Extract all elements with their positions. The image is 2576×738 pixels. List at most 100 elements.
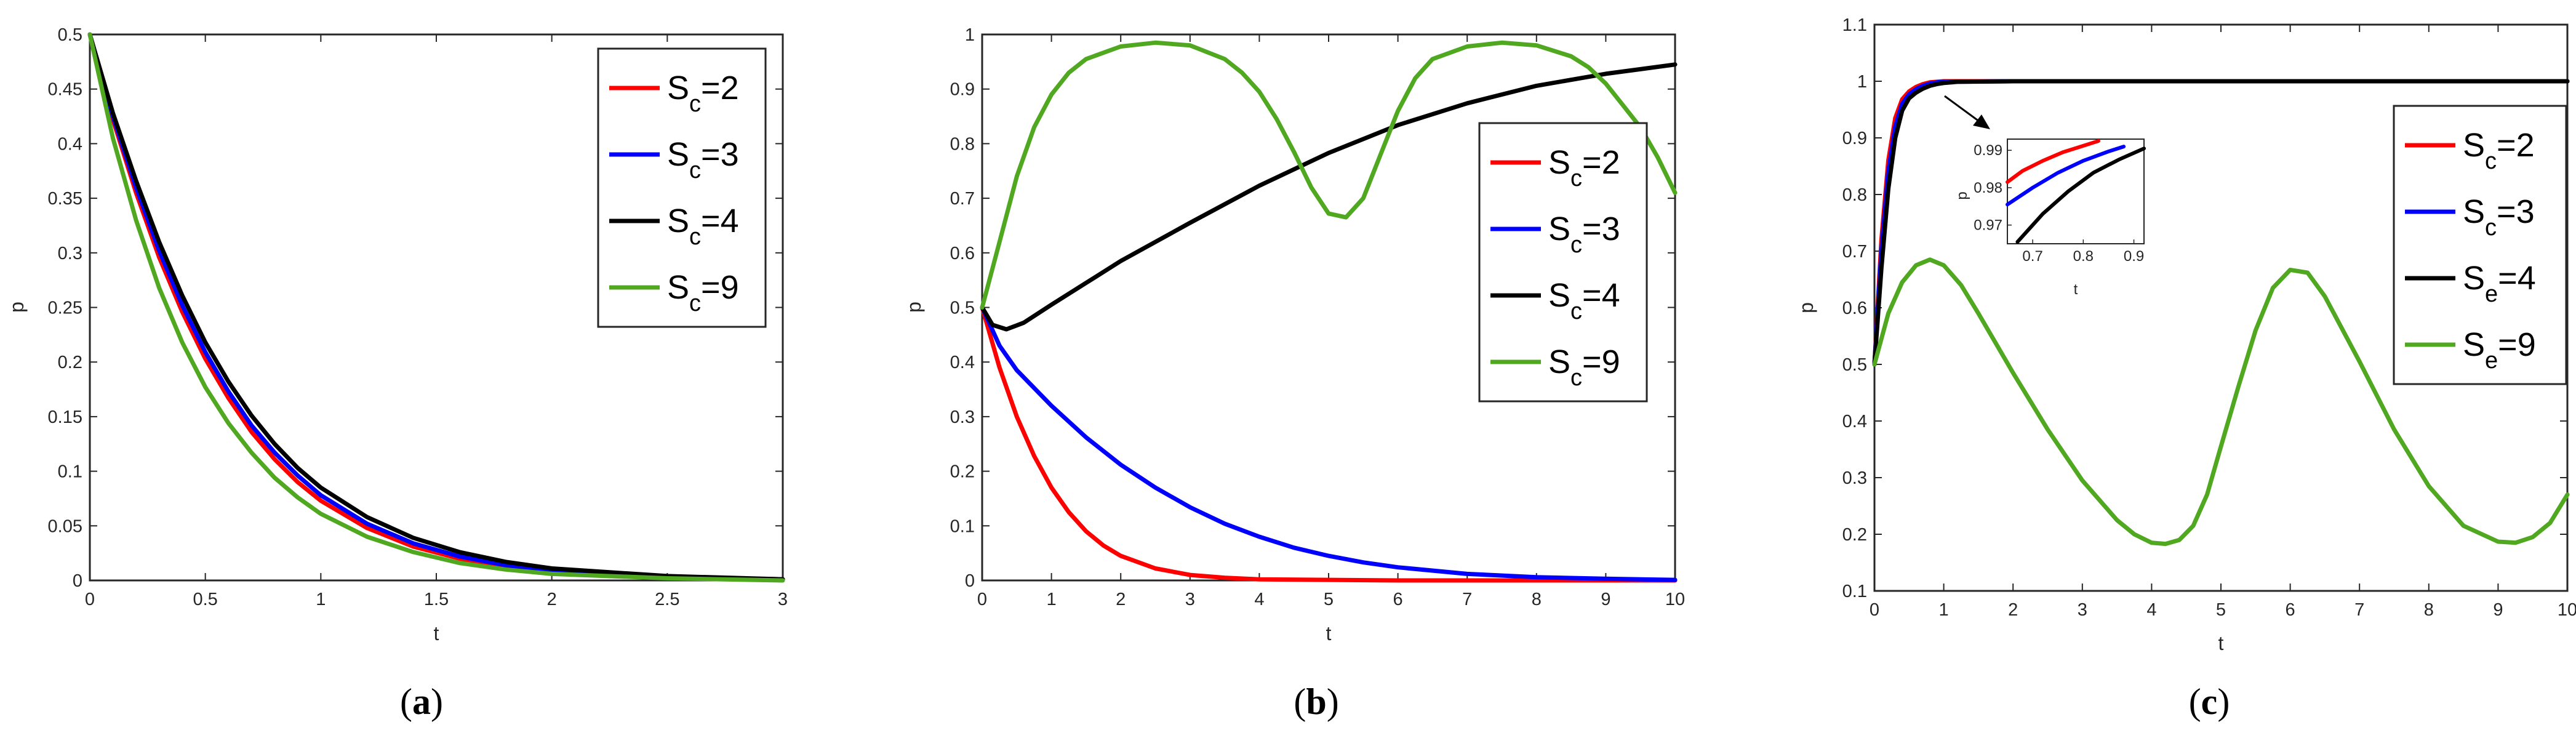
- y-tick-label: 0.6: [950, 244, 975, 263]
- inset-y-ticks: 0.97 0.98 0.99: [1974, 142, 2012, 234]
- legend-value: =4: [1582, 277, 1620, 314]
- legend-entry: Se=4: [2463, 260, 2536, 307]
- x-tick-label: 1.5: [424, 590, 449, 609]
- y-axis-label-b: p: [903, 302, 925, 313]
- y-tick-label: 0.1: [58, 462, 82, 482]
- series-line-a-1: [87, 32, 785, 582]
- inset-y-tick-label: 0.99: [1974, 142, 2002, 159]
- legend-entry: Sc=3: [667, 136, 739, 183]
- x-axis-label-b: t: [1326, 622, 1332, 644]
- x-ticks-a: 0 0.5 1 1.5 2 2.5 3: [85, 34, 788, 609]
- x-tick-label: 8: [2424, 600, 2434, 620]
- legend-subscript: e: [2485, 348, 2498, 374]
- legend-subscript: e: [2485, 281, 2498, 307]
- x-tick-label: 3: [2078, 600, 2087, 620]
- y-tick-label: 0.8: [950, 134, 975, 154]
- y-tick-label: 0.3: [1842, 468, 1867, 488]
- legend-symbol: S: [1548, 277, 1570, 314]
- legend-symbol: S: [667, 203, 689, 239]
- y-tick-label: 0.05: [48, 516, 82, 536]
- legend-entry: Sc=9: [1548, 343, 1620, 391]
- legend-value: =9: [1582, 343, 1620, 380]
- series-line-a-2: [87, 32, 785, 582]
- legend-value: =3: [2497, 193, 2535, 230]
- x-tick-label: 3: [778, 590, 788, 609]
- legend-box-a: [597, 47, 767, 328]
- y-tick-label: 0.9: [950, 80, 975, 100]
- y-tick-label: 0.6: [1842, 299, 1867, 318]
- legend-symbol: S: [1548, 211, 1570, 247]
- legend-entry: Sc=3: [2463, 193, 2535, 241]
- legend-value: =2: [701, 70, 739, 106]
- y-tick-label: 0.2: [1842, 525, 1867, 545]
- series-lines-c: [1872, 79, 2570, 547]
- legend-symbol: S: [667, 269, 689, 306]
- inset-series-line-2: [2015, 146, 2146, 244]
- x-tick-label: 9: [2493, 600, 2503, 620]
- x-tick-label: 3: [1185, 590, 1195, 609]
- inset-series-line-0: [2006, 139, 2100, 184]
- series-lines-a: [87, 32, 785, 583]
- chart-panel-a: 0 0.5 1 1.5 2 2.5 3 0 0.05 0.1 0.15 0.2 0.25 0.3 0.35…: [6, 25, 788, 722]
- legend-value: =9: [2498, 326, 2536, 363]
- legend-subscript: c: [689, 91, 701, 117]
- legend-symbol: S: [1548, 343, 1570, 380]
- legend-box-c: [2393, 105, 2567, 385]
- legend-a: Sc=2 Sc=3 Sc=4 Sc=9: [597, 47, 767, 328]
- legend-entry: Sc=2: [2463, 127, 2535, 174]
- series-line-a-3: [87, 32, 785, 583]
- legend-entry: Sc=9: [667, 269, 739, 316]
- x-tick-label: 0: [85, 590, 95, 609]
- inset-series-line-1: [2006, 145, 2126, 207]
- inset-y-tick-label: 0.97: [1974, 217, 2002, 234]
- caption-letter-c: c: [2201, 681, 2218, 722]
- y-tick-label: 0.4: [1842, 412, 1867, 431]
- legend-subscript: c: [1570, 232, 1582, 258]
- caption-letter-a: a: [412, 681, 431, 722]
- inset-x-tick-label: 0.9: [2124, 248, 2144, 265]
- x-tick-label: 10: [2558, 600, 2576, 620]
- legend-symbol: S: [667, 136, 689, 173]
- y-tick-label: 0.8: [1842, 185, 1867, 205]
- x-ticks-c: 0 1 2 3 4 5 6 7 8 9 10: [1870, 25, 2576, 620]
- y-ticks-a: 0 0.05 0.1 0.15 0.2 0.25 0.3 0.35 0.4 0.45 0.5: [48, 25, 783, 591]
- legend-symbol: S: [667, 70, 689, 106]
- y-tick-label: 0.5: [58, 25, 82, 45]
- y-tick-label: 1: [1857, 72, 1867, 92]
- y-tick-label: 0.4: [58, 134, 82, 154]
- legend-subscript: c: [2485, 148, 2497, 174]
- series-line-c-3: [1872, 257, 2570, 547]
- y-tick-label: 0.45: [48, 80, 82, 100]
- y-axis-label-c: p: [1795, 302, 1817, 313]
- inset-arrow: [1944, 95, 1990, 129]
- inset-x-ticks: 0.7 0.8 0.9: [2022, 239, 2144, 265]
- y-tick-label: 0: [965, 571, 975, 591]
- series-line-c-2: [1872, 79, 2570, 367]
- y-tick-label: 0.5: [1842, 355, 1867, 375]
- y-tick-label: 0.15: [48, 407, 82, 427]
- legend-value: =3: [1582, 211, 1620, 247]
- y-axis-label-a: p: [6, 302, 28, 313]
- y-tick-label: 0.5: [950, 299, 975, 318]
- series-lines-b: [980, 40, 1678, 583]
- x-tick-label: 0: [977, 590, 987, 609]
- y-ticks-c: 0.1 0.2 0.3 0.4 0.5 0.6 0.7 0.8 0.9 1 1.1: [1842, 15, 2567, 601]
- series-line-b-1: [980, 305, 1678, 582]
- legend-subscript: c: [2485, 215, 2497, 241]
- legend-symbol: S: [2463, 260, 2485, 297]
- x-tick-label: 1: [316, 590, 326, 609]
- legend-entry: Sc=4: [667, 203, 739, 250]
- x-tick-label: 5: [1324, 590, 1334, 609]
- x-tick-label: 4: [2146, 600, 2156, 620]
- legend-symbol: S: [1548, 144, 1570, 181]
- series-line-b-2: [980, 62, 1678, 332]
- legend-subscript: c: [1570, 299, 1582, 324]
- x-tick-label: 9: [1601, 590, 1610, 609]
- legend-entry: Sc=2: [1548, 144, 1620, 191]
- y-ticks-b: 0 0.1 0.2 0.3 0.4 0.5 0.6 0.7 0.8 0.9 1: [950, 25, 1675, 591]
- y-tick-label: 0.1: [1842, 582, 1867, 601]
- legend-symbol: S: [2463, 326, 2485, 363]
- x-tick-label: 7: [1462, 590, 1472, 609]
- y-tick-label: 0.4: [950, 353, 975, 372]
